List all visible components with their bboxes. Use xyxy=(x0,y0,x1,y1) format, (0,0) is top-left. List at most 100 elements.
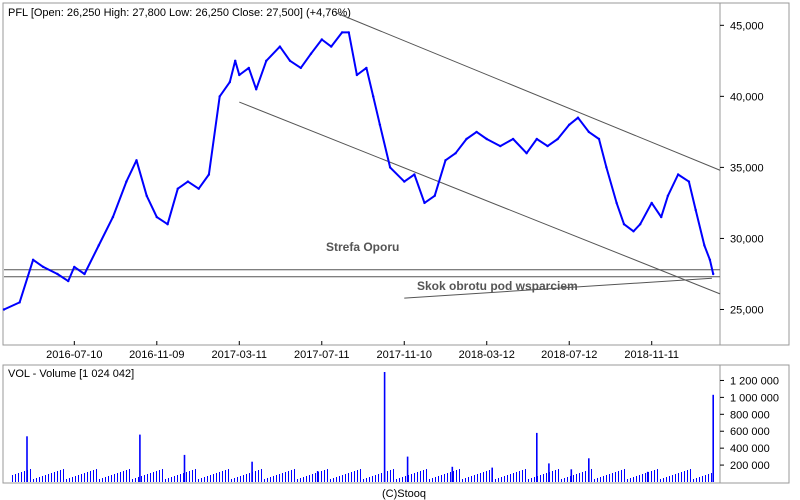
volume-bar xyxy=(702,476,703,482)
y-tick-label: 25,000 xyxy=(730,304,764,316)
volume-bar xyxy=(33,479,34,482)
volume-bar xyxy=(261,469,262,482)
price-point xyxy=(525,152,528,155)
volume-bar xyxy=(423,470,424,482)
price-point xyxy=(568,123,571,127)
volume-bar xyxy=(162,469,163,482)
volume-bar xyxy=(600,477,601,482)
volume-bar xyxy=(411,474,412,482)
volume-bar xyxy=(327,469,328,482)
volume-bar xyxy=(378,474,379,482)
volume-bar xyxy=(159,470,160,482)
volume-bar xyxy=(543,474,544,482)
volume-bar xyxy=(561,479,562,482)
volume-bar xyxy=(711,473,712,482)
price-point xyxy=(355,73,359,77)
volume-bar xyxy=(381,473,382,482)
volume-bar xyxy=(624,469,625,482)
volume-bar xyxy=(477,474,478,482)
volume-bar xyxy=(570,469,573,482)
volume-bar xyxy=(525,469,526,482)
volume-bar xyxy=(234,478,235,482)
volume-bar xyxy=(570,476,571,482)
volume-bar xyxy=(174,476,175,482)
price-point xyxy=(632,230,635,233)
volume-bar xyxy=(594,479,595,482)
price-point xyxy=(255,88,258,91)
volume-bar xyxy=(432,478,433,482)
volume-bar xyxy=(345,474,346,482)
volume-bar xyxy=(312,474,313,482)
volume-bar xyxy=(646,471,649,482)
price-point xyxy=(622,223,626,226)
x-tick-label: 2018-03-12 xyxy=(459,349,515,361)
price-point xyxy=(309,52,313,55)
volume-bar xyxy=(36,478,37,482)
breakout-label: Skok obrotu pod wsparciem xyxy=(417,279,578,293)
price-point xyxy=(288,59,292,62)
volume-bar xyxy=(621,470,622,482)
volume-bar xyxy=(138,477,139,482)
volume-bar xyxy=(219,472,220,482)
price-point xyxy=(605,166,608,169)
price-header: PFL [Open: 26,250 High: 27,800 Low: 26,2… xyxy=(8,7,351,19)
volume-bar xyxy=(576,474,577,482)
volume-bar xyxy=(612,473,613,482)
volume-bar xyxy=(705,475,706,482)
volume-bar xyxy=(498,478,499,482)
volume-bar xyxy=(129,469,130,482)
volume-bar xyxy=(108,476,109,482)
volume-bar xyxy=(408,475,409,482)
volume-bar xyxy=(480,473,481,482)
price-point xyxy=(218,95,221,98)
volume-bar xyxy=(258,470,259,482)
volume-bar xyxy=(288,471,289,482)
volume-bar xyxy=(687,470,688,482)
price-point xyxy=(73,265,76,269)
volume-bar xyxy=(93,470,94,482)
volume-bar xyxy=(465,478,466,482)
volume-bar xyxy=(192,470,193,482)
volume-bar xyxy=(252,472,253,482)
volume-bar xyxy=(309,475,310,482)
volume-bar xyxy=(384,472,385,482)
volume-bar xyxy=(237,477,238,482)
price-point xyxy=(587,130,590,134)
volume-bar xyxy=(534,477,535,482)
volume-bar xyxy=(402,477,403,482)
price-point xyxy=(83,272,86,276)
volume-bar xyxy=(441,475,442,482)
price-point xyxy=(433,194,436,197)
price-point xyxy=(347,31,350,34)
volume-bar xyxy=(429,479,430,482)
volume-bar xyxy=(243,475,244,482)
volume-bar xyxy=(585,471,586,482)
volume-bar xyxy=(165,479,166,482)
volume-bar xyxy=(654,470,655,482)
price-point xyxy=(207,173,211,176)
volume-bar xyxy=(591,469,592,482)
volume-bar xyxy=(339,476,340,482)
volume-bar xyxy=(672,475,673,482)
price-point xyxy=(247,66,250,70)
volume-bar xyxy=(75,476,76,482)
volume-bar xyxy=(369,477,370,482)
price-point xyxy=(546,144,549,148)
volume-bar xyxy=(183,454,186,482)
volume-bar xyxy=(150,473,151,482)
volume-bar xyxy=(123,471,124,482)
volume-bar xyxy=(675,474,676,482)
volume-bar xyxy=(18,473,19,482)
volume-bar xyxy=(462,479,463,482)
volume-bar xyxy=(492,469,493,482)
volume-bar xyxy=(264,479,265,482)
price-point xyxy=(97,244,100,247)
volume-bar xyxy=(501,477,502,482)
volume-bar xyxy=(573,475,574,482)
volume-y-tick-label: 1 200 000 xyxy=(730,375,779,387)
channel-upper-line xyxy=(335,12,721,171)
volume-bar xyxy=(204,477,205,482)
volume-bar xyxy=(66,479,67,482)
price-point xyxy=(155,215,158,219)
volume-bar xyxy=(222,471,223,482)
